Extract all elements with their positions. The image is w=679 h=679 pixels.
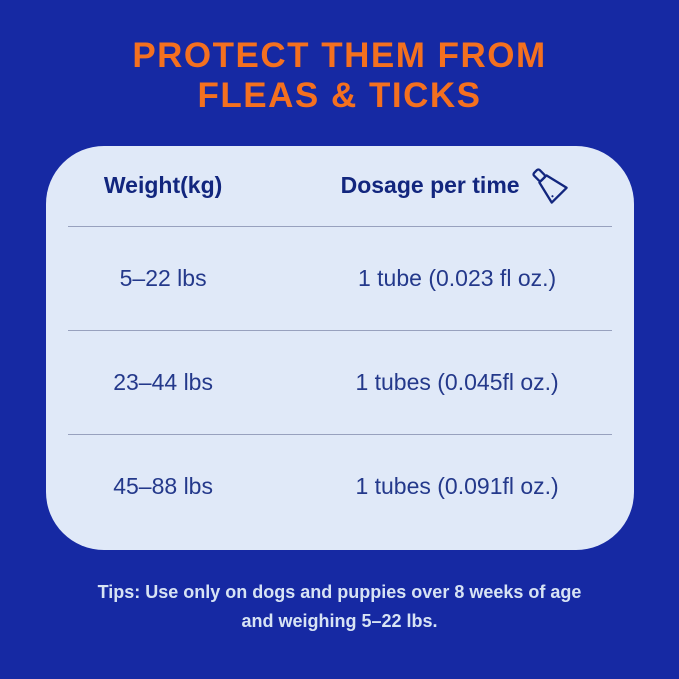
row-divider: [67, 225, 612, 227]
dosage-column-header-label: Dosage per time: [340, 172, 520, 199]
weight-cell: 5–22 lbs: [119, 264, 207, 291]
table-row: 23–44 lbs 1 tubes (0.045fl oz.): [46, 331, 634, 434]
page-title-line1: PROTECT THEM FROM: [132, 36, 547, 75]
spot-on-applicator-icon: [526, 162, 574, 210]
tips-note: Tips: Use only on dogs and puppies over …: [98, 578, 582, 637]
dosage-table-card: Weight(kg) Dosage per time: [45, 145, 634, 550]
table-row: 45–88 lbs 1 tubes (0.091fl oz.): [46, 435, 634, 538]
dosage-cell: 1 tube (0.023 fl oz.): [357, 264, 557, 291]
row-divider: [67, 433, 612, 435]
dosage-cell: 1 tubes (0.045fl oz.): [355, 368, 559, 395]
page-title: PROTECT THEM FROM FLEAS & TICKS: [132, 36, 546, 116]
weight-column-header: Weight(kg): [103, 172, 223, 199]
tips-line2: and weighing 5–22 lbs.: [241, 611, 438, 632]
table-row: 5–22 lbs 1 tube (0.023 fl oz.): [46, 227, 634, 330]
dosage-column-header: Dosage per time: [281, 162, 634, 210]
page-title-line2: FLEAS & TICKS: [197, 75, 482, 115]
table-header-row: Weight(kg) Dosage per time: [46, 146, 634, 226]
weight-cell: 45–88 lbs: [113, 472, 213, 499]
dosage-cell: 1 tubes (0.091fl oz.): [355, 472, 559, 499]
tips-line1: Tips: Use only on dogs and puppies over …: [97, 581, 582, 602]
row-divider: [67, 329, 612, 331]
weight-cell: 23–44 lbs: [113, 368, 213, 395]
